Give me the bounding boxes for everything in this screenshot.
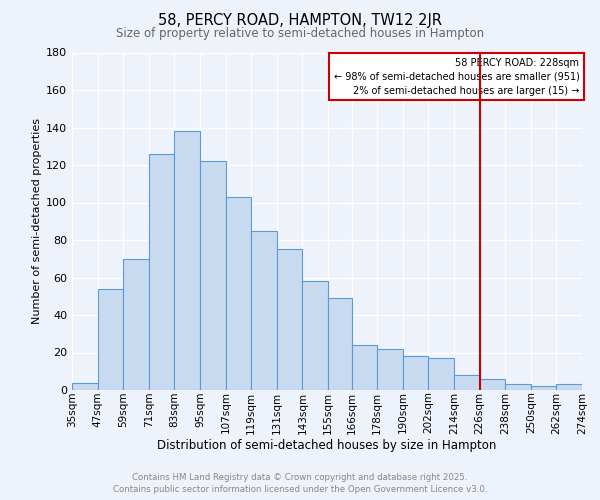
Bar bbox=[556, 384, 582, 390]
Bar bbox=[505, 384, 531, 390]
Bar bbox=[403, 356, 428, 390]
Bar bbox=[377, 349, 403, 390]
Bar bbox=[226, 197, 251, 390]
Bar bbox=[98, 289, 123, 390]
Bar bbox=[200, 161, 226, 390]
Bar bbox=[277, 250, 302, 390]
X-axis label: Distribution of semi-detached houses by size in Hampton: Distribution of semi-detached houses by … bbox=[157, 439, 497, 452]
Text: 58, PERCY ROAD, HAMPTON, TW12 2JR: 58, PERCY ROAD, HAMPTON, TW12 2JR bbox=[158, 12, 442, 28]
Text: 58 PERCY ROAD: 228sqm
← 98% of semi-detached houses are smaller (951)
2% of semi: 58 PERCY ROAD: 228sqm ← 98% of semi-deta… bbox=[334, 58, 580, 96]
Bar bbox=[454, 375, 479, 390]
Bar bbox=[251, 230, 277, 390]
Bar bbox=[175, 131, 200, 390]
Bar bbox=[352, 345, 377, 390]
Text: Contains HM Land Registry data © Crown copyright and database right 2025.
Contai: Contains HM Land Registry data © Crown c… bbox=[113, 473, 487, 494]
Y-axis label: Number of semi-detached properties: Number of semi-detached properties bbox=[32, 118, 42, 324]
Bar bbox=[149, 154, 175, 390]
Bar bbox=[479, 379, 505, 390]
Bar bbox=[531, 386, 556, 390]
Text: Size of property relative to semi-detached houses in Hampton: Size of property relative to semi-detach… bbox=[116, 28, 484, 40]
Bar bbox=[302, 281, 328, 390]
Bar bbox=[72, 382, 98, 390]
Bar bbox=[123, 259, 149, 390]
Bar bbox=[328, 298, 352, 390]
Bar bbox=[428, 358, 454, 390]
